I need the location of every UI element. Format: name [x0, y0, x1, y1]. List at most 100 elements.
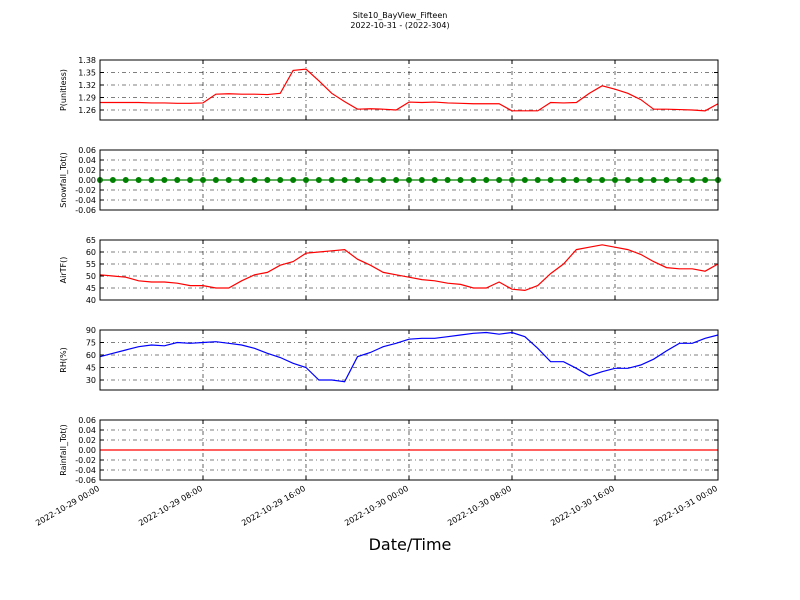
y-tick-label: -0.06	[75, 206, 96, 215]
data-point	[354, 177, 361, 183]
y-tick-label: 0.02	[78, 166, 96, 175]
data-point	[174, 177, 181, 183]
y-tick-label: 1.29	[78, 94, 96, 103]
y-tick-label: 40	[86, 296, 96, 305]
chart-subtitle: 2022-10-31 - (2022-304)	[350, 21, 449, 30]
plot-frame	[99, 419, 719, 481]
y-tick-label: 0.06	[78, 416, 96, 425]
data-point	[509, 177, 515, 183]
y-tick-label: 0.00	[78, 446, 96, 455]
y-tick-label: 60	[86, 351, 96, 360]
y-tick-label: 60	[86, 248, 96, 257]
data-point	[663, 177, 670, 183]
data-point	[135, 177, 142, 183]
y-tick-label: 1.32	[78, 81, 96, 90]
data-point	[547, 177, 554, 183]
y-tick-label: 1.38	[78, 56, 96, 65]
y-axis-label: Snowfall_Tot()	[59, 152, 68, 208]
data-line	[100, 68, 719, 112]
y-tick-label: -0.02	[75, 186, 96, 195]
y-tick-label: 0.02	[78, 436, 96, 445]
y-tick-label: 1.26	[78, 106, 96, 115]
y-tick-label: 30	[86, 376, 96, 385]
plot-frame	[99, 329, 719, 391]
data-line	[99, 331, 719, 383]
data-point	[418, 177, 425, 183]
data-point	[277, 177, 284, 183]
data-point	[212, 177, 219, 183]
data-point	[251, 177, 258, 183]
data-point	[650, 177, 657, 183]
y-tick-label: 45	[86, 284, 96, 293]
data-point	[290, 177, 297, 183]
x-tick-label: 2022-10-29 08:00	[137, 484, 204, 528]
y-axis-label: P(unitless)	[59, 69, 68, 111]
data-point	[238, 177, 245, 183]
x-tick-label: 2022-10-31 00:00	[652, 484, 719, 528]
data-point	[534, 177, 541, 183]
data-point	[444, 177, 451, 183]
y-tick-label: -0.04	[75, 196, 96, 205]
plot-frame	[99, 59, 719, 121]
y-tick-label: 0.00	[78, 176, 96, 185]
data-point	[637, 177, 644, 183]
data-point	[406, 177, 412, 183]
data-point	[573, 177, 580, 183]
y-tick-label: 50	[86, 272, 96, 281]
data-point	[470, 177, 477, 183]
y-tick-label: 1.35	[78, 69, 96, 78]
data-point	[521, 177, 528, 183]
data-point	[624, 177, 631, 183]
data-point	[148, 177, 155, 183]
y-tick-label: 0.04	[78, 426, 96, 435]
data-point	[122, 177, 129, 183]
data-point	[303, 177, 309, 183]
data-point	[200, 177, 206, 183]
data-point	[380, 177, 387, 183]
y-tick-label: 45	[86, 364, 96, 373]
y-tick-label: 75	[86, 339, 96, 348]
plot-frame	[99, 149, 719, 211]
data-point	[676, 177, 683, 183]
data-point	[225, 177, 232, 183]
data-point	[702, 177, 709, 183]
data-point	[161, 177, 168, 183]
x-axis-label: Date/Time	[369, 535, 452, 554]
y-axis-label: Rainfall_Tot()	[59, 424, 68, 476]
y-tick-label: 90	[86, 326, 96, 335]
data-point	[457, 177, 464, 183]
x-tick-label: 2022-10-30 00:00	[343, 484, 410, 528]
x-tick-label: 2022-10-30 16:00	[549, 484, 616, 528]
data-point	[599, 177, 606, 183]
plot-frame	[99, 239, 719, 301]
data-point	[187, 177, 194, 183]
x-tick-label: 2022-10-30 08:00	[446, 484, 513, 528]
chart-title: Site10_BayView_Fifteen	[353, 11, 448, 20]
data-point	[315, 177, 322, 183]
data-point	[328, 177, 335, 183]
data-point	[367, 177, 374, 183]
y-tick-label: 0.04	[78, 156, 96, 165]
data-point	[393, 177, 400, 183]
data-point	[586, 177, 593, 183]
data-point	[612, 177, 618, 183]
data-point	[109, 177, 116, 183]
y-tick-label: -0.02	[75, 456, 96, 465]
data-point	[341, 177, 348, 183]
y-tick-label: 65	[86, 236, 96, 245]
y-axis-label: RH(%)	[59, 347, 68, 372]
x-tick-label: 2022-10-29 00:00	[34, 484, 101, 528]
y-tick-label: -0.06	[75, 476, 96, 485]
y-tick-label: 0.06	[78, 146, 96, 155]
y-tick-label: -0.04	[75, 466, 96, 475]
x-tick-label: 2022-10-29 16:00	[240, 484, 307, 528]
y-tick-label: 55	[86, 260, 96, 269]
data-point	[689, 177, 696, 183]
data-point	[431, 177, 438, 183]
data-point	[483, 177, 490, 183]
y-axis-label: AirTF()	[59, 257, 68, 284]
data-point	[496, 177, 503, 183]
data-point	[560, 177, 567, 183]
data-line	[99, 244, 719, 292]
